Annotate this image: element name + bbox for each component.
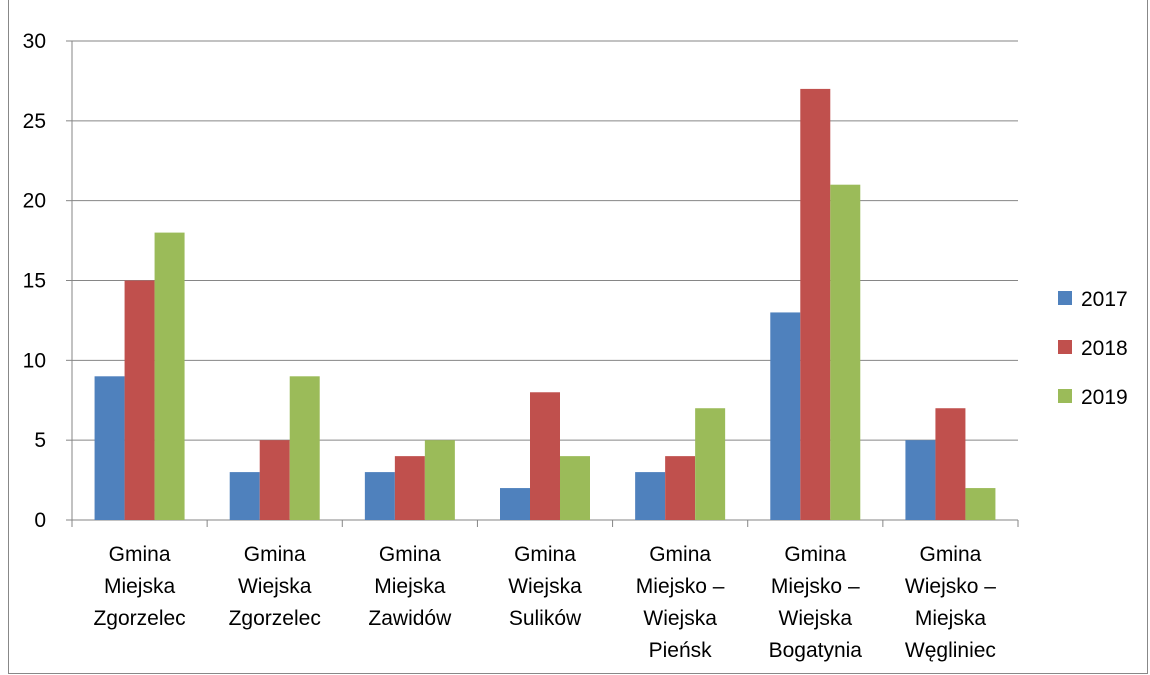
bar-2018 (935, 408, 966, 520)
category-label: Gmina Wiejska Sulików (508, 543, 582, 630)
y-tick-label: 10 (23, 349, 46, 372)
bar-2017 (635, 472, 666, 520)
bar-2019 (695, 408, 726, 520)
bar-2018 (259, 440, 290, 520)
y-tick-label: 30 (23, 30, 46, 53)
y-tick-label: 15 (23, 270, 46, 293)
legend-swatch (1058, 340, 1072, 354)
category-label: Gmina Miejska Zgorzelec (93, 543, 185, 630)
bar-2017 (94, 376, 125, 520)
legend-label: 2018 (1081, 337, 1128, 360)
bar-2017 (770, 312, 801, 520)
legend-label: 2017 (1081, 288, 1128, 311)
category-label: Gmina Miejska Zawidów (368, 543, 452, 630)
bar-2017 (364, 472, 395, 520)
bar-2019 (424, 440, 455, 520)
y-tick-label: 20 (23, 190, 46, 213)
bar-2019 (154, 232, 185, 520)
y-tick-label: 5 (34, 429, 46, 452)
bar-2017 (905, 440, 936, 520)
legend-swatch (1058, 389, 1072, 403)
bar-2018 (665, 456, 696, 520)
category-label: Gmina Wiejska Zgorzelec (229, 543, 321, 630)
bar-2019 (289, 376, 320, 520)
bar-2017 (500, 488, 530, 520)
y-tick-label: 0 (34, 509, 46, 532)
bar-2018 (530, 392, 560, 520)
bar-2018 (124, 280, 155, 520)
bar-2019 (830, 184, 861, 520)
bar-2018 (800, 88, 831, 521)
chart-frame (8, 0, 1148, 674)
bar-2019 (965, 488, 996, 520)
legend-label: 2019 (1081, 386, 1128, 409)
bar-2017 (229, 472, 260, 520)
category-label: Gmina Wiejsko – Miejska Węgliniec (905, 543, 996, 662)
bar-2018 (394, 456, 425, 520)
y-tick-label: 25 (23, 110, 46, 133)
category-label: Gmina Miejsko – Wiejska Pieńsk (636, 543, 725, 662)
category-label: Gmina Miejsko – Wiejska Bogatynia (769, 543, 863, 662)
legend-swatch (1058, 291, 1072, 305)
bar-2019 (560, 456, 590, 520)
